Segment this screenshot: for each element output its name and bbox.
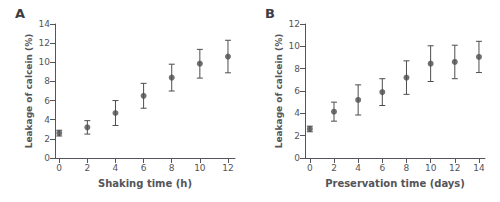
svg-text:12: 12 [222, 163, 233, 173]
svg-text:Leakage of calcein (%): Leakage of calcein (%) [24, 34, 34, 149]
svg-text:14: 14 [473, 163, 485, 173]
svg-text:4: 4 [355, 163, 361, 173]
svg-text:12: 12 [289, 19, 300, 29]
svg-text:6: 6 [379, 163, 385, 173]
svg-text:0: 0 [294, 153, 300, 163]
svg-text:Leakage of calcein (%): Leakage of calcein (%) [274, 34, 284, 149]
svg-text:14: 14 [39, 19, 51, 29]
svg-text:4: 4 [294, 108, 300, 118]
svg-text:10: 10 [425, 163, 437, 173]
svg-text:0: 0 [307, 163, 313, 173]
svg-text:10: 10 [39, 57, 51, 67]
svg-text:12: 12 [39, 38, 50, 48]
svg-text:6: 6 [294, 86, 300, 96]
svg-text:8: 8 [294, 64, 300, 74]
svg-text:0: 0 [44, 153, 50, 163]
svg-text:2: 2 [331, 163, 337, 173]
svg-text:2: 2 [84, 163, 90, 173]
svg-text:Shaking time (h): Shaking time (h) [98, 178, 192, 189]
svg-text:0: 0 [56, 163, 62, 173]
svg-text:10: 10 [289, 41, 301, 51]
svg-text:4: 4 [44, 115, 50, 125]
svg-text:4: 4 [113, 163, 119, 173]
svg-text:12: 12 [449, 163, 460, 173]
svg-text:6: 6 [141, 163, 147, 173]
svg-text:2: 2 [44, 134, 50, 144]
svg-text:8: 8 [44, 76, 50, 86]
svg-text:2: 2 [294, 131, 300, 141]
svg-text:Preservation time (days): Preservation time (days) [325, 178, 465, 189]
svg-text:A: A [15, 6, 25, 21]
svg-text:B: B [265, 6, 275, 21]
svg-text:6: 6 [44, 96, 50, 106]
svg-text:8: 8 [169, 163, 175, 173]
svg-text:8: 8 [404, 163, 410, 173]
svg-text:10: 10 [194, 163, 206, 173]
